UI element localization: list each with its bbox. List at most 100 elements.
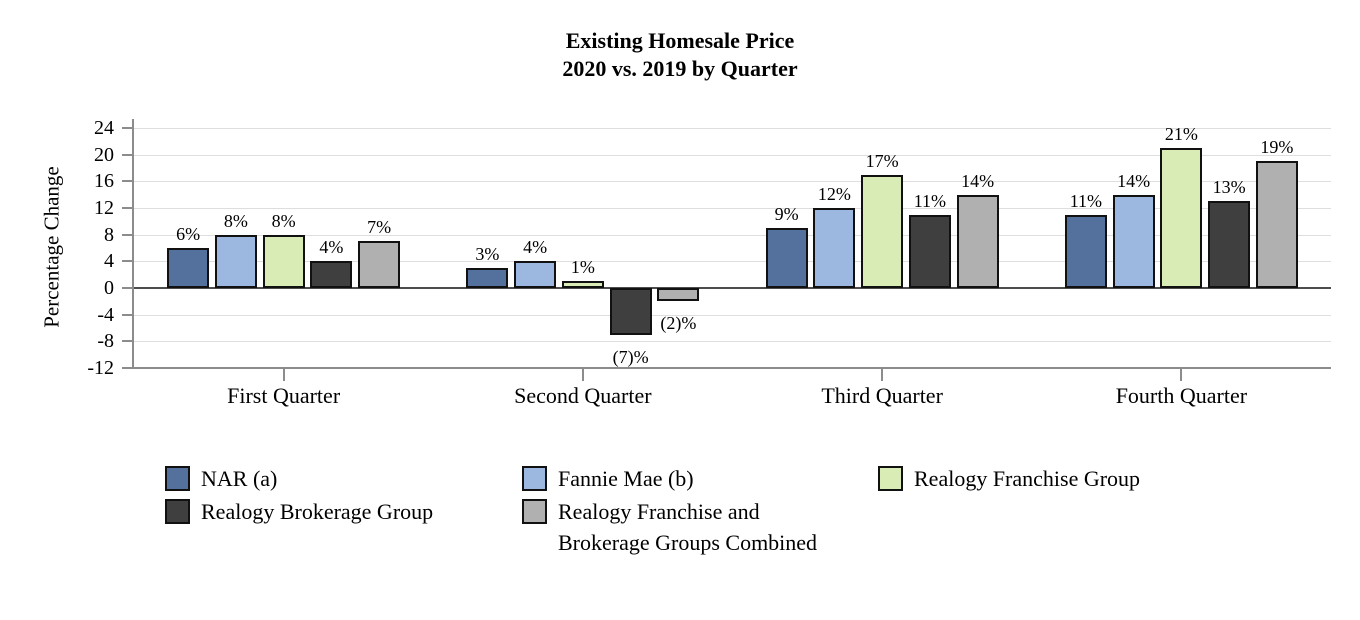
y-axis-line — [132, 119, 134, 369]
bar — [514, 261, 557, 288]
y-tick-label: 12 — [94, 197, 114, 219]
y-axis-tick — [122, 207, 134, 209]
bar — [861, 174, 904, 288]
bar — [1112, 194, 1155, 288]
legend-item: Realogy Brokerage Group — [165, 496, 433, 527]
bar-value-label: 9% — [774, 204, 799, 224]
y-axis-tick — [122, 180, 134, 183]
bar-value-label: (2)% — [660, 313, 697, 334]
bar-value-label: 17% — [865, 150, 899, 171]
bar-value-label: 11% — [913, 190, 947, 211]
bar-value-label: 19% — [1260, 137, 1294, 158]
plot-area: 24 20 16 12 8 4 0 -4 -8 -12 6% 8% 8% 4% 7% First Quarte… — [87, 117, 1331, 408]
bar-value-label: 4% — [523, 237, 548, 258]
category-axis-tick — [1180, 369, 1183, 381]
y-tick-label: -4 — [97, 303, 114, 326]
bar — [358, 241, 401, 288]
bar — [466, 268, 509, 288]
x-axis-line — [134, 367, 1331, 369]
bar-value-label: 3% — [475, 244, 500, 264]
category-axis-tick — [581, 369, 584, 381]
bar — [214, 234, 257, 288]
bar-value-label: 7% — [367, 217, 392, 238]
legend-swatch — [522, 499, 547, 524]
title-line-1: Existing Homesale Price — [565, 28, 795, 53]
bar — [765, 228, 808, 288]
gridline — [134, 341, 1331, 343]
bar-value-label: 14% — [961, 170, 995, 191]
bar — [657, 288, 700, 302]
legend-item: Fannie Mae (b) — [522, 463, 817, 494]
y-axis-tick — [122, 367, 134, 369]
y-axis-tick — [122, 127, 134, 129]
gridline — [134, 261, 1331, 263]
bar-value-label: 21% — [1164, 124, 1198, 144]
legend-swatch — [165, 499, 190, 524]
legend-column: Fannie Mae (b) Realogy Franchise and Broke… — [522, 463, 817, 560]
legend-swatch — [878, 466, 903, 491]
bar — [1255, 161, 1298, 288]
y-tick-label: 0 — [104, 277, 114, 299]
bar — [908, 214, 951, 288]
gridline — [134, 314, 1331, 316]
y-tick-label: 16 — [94, 170, 114, 193]
y-tick-label: 20 — [94, 143, 114, 166]
bar-value-label: 4% — [319, 237, 344, 258]
bar-value-label: 12% — [817, 184, 851, 204]
bar — [1160, 148, 1203, 288]
legend-column: Realogy Franchise Group — [878, 463, 1140, 496]
bar — [310, 261, 353, 288]
gridline — [134, 234, 1331, 236]
zero-gridline — [134, 287, 1331, 289]
gridline — [134, 154, 1331, 156]
legend-item: Realogy Franchise and Brokerage Groups Co… — [522, 496, 817, 558]
y-tick-label: 4 — [104, 250, 114, 273]
chart-title: Existing Homesale Price 2020 vs. 2019 by… — [0, 27, 1360, 83]
bar-value-label: 6% — [176, 224, 201, 244]
category-label: Third Quarter — [821, 383, 943, 408]
bar-value-label: 13% — [1212, 177, 1246, 198]
category-axis-tick — [282, 369, 285, 381]
bar — [262, 234, 305, 288]
title-line-2: 2020 vs. 2019 by Quarter — [562, 56, 798, 81]
bar — [1208, 201, 1251, 288]
gridline — [134, 208, 1331, 209]
legend-label: Fannie Mae (b) — [558, 466, 694, 491]
bar-value-label: 8% — [223, 210, 248, 231]
y-axis-tick — [122, 260, 134, 263]
bar — [813, 208, 856, 288]
legend-column: NAR (a) Realogy Brokerage Group — [165, 463, 433, 529]
category-label: First Quarter — [227, 383, 341, 408]
y-axis-title: Percentage Change — [39, 166, 64, 328]
bar-value-label: 11% — [1069, 190, 1103, 211]
y-axis-tick — [122, 287, 134, 289]
legend-label: Realogy Brokerage Group — [201, 499, 434, 524]
bar — [167, 248, 210, 288]
legend-item: Realogy Franchise Group — [878, 463, 1140, 494]
bar-value-label: (7)% — [612, 346, 649, 367]
category-label: Fourth Quarter — [1115, 383, 1248, 408]
y-tick-label: 8 — [104, 223, 114, 246]
bar-value-label: 1% — [570, 257, 595, 278]
bar-value-label: 8% — [271, 210, 296, 231]
legend: NAR (a) Realogy Brokerage Group Fannie Mae… — [0, 463, 1360, 573]
gridline — [134, 128, 1331, 129]
y-tick-label: -8 — [97, 330, 114, 353]
legend-swatch — [165, 466, 190, 491]
y-axis-tick — [122, 340, 134, 343]
legend-label: NAR (a) — [201, 466, 278, 491]
y-axis-tick — [122, 153, 134, 156]
category-axis-tick — [881, 369, 884, 381]
bar — [1064, 214, 1107, 288]
bar — [956, 194, 999, 288]
y-axis-tick — [122, 313, 134, 316]
legend-label: Realogy Franchise Group — [914, 466, 1141, 491]
legend-item: NAR (a) — [165, 463, 433, 494]
y-tick-label: 24 — [94, 117, 114, 139]
bar — [561, 281, 604, 288]
gridline — [134, 181, 1331, 183]
legend-label: Realogy Franchise and Brokerage Groups Co… — [558, 499, 818, 555]
y-tick-label: -12 — [87, 357, 114, 379]
y-axis-tick — [122, 233, 134, 236]
